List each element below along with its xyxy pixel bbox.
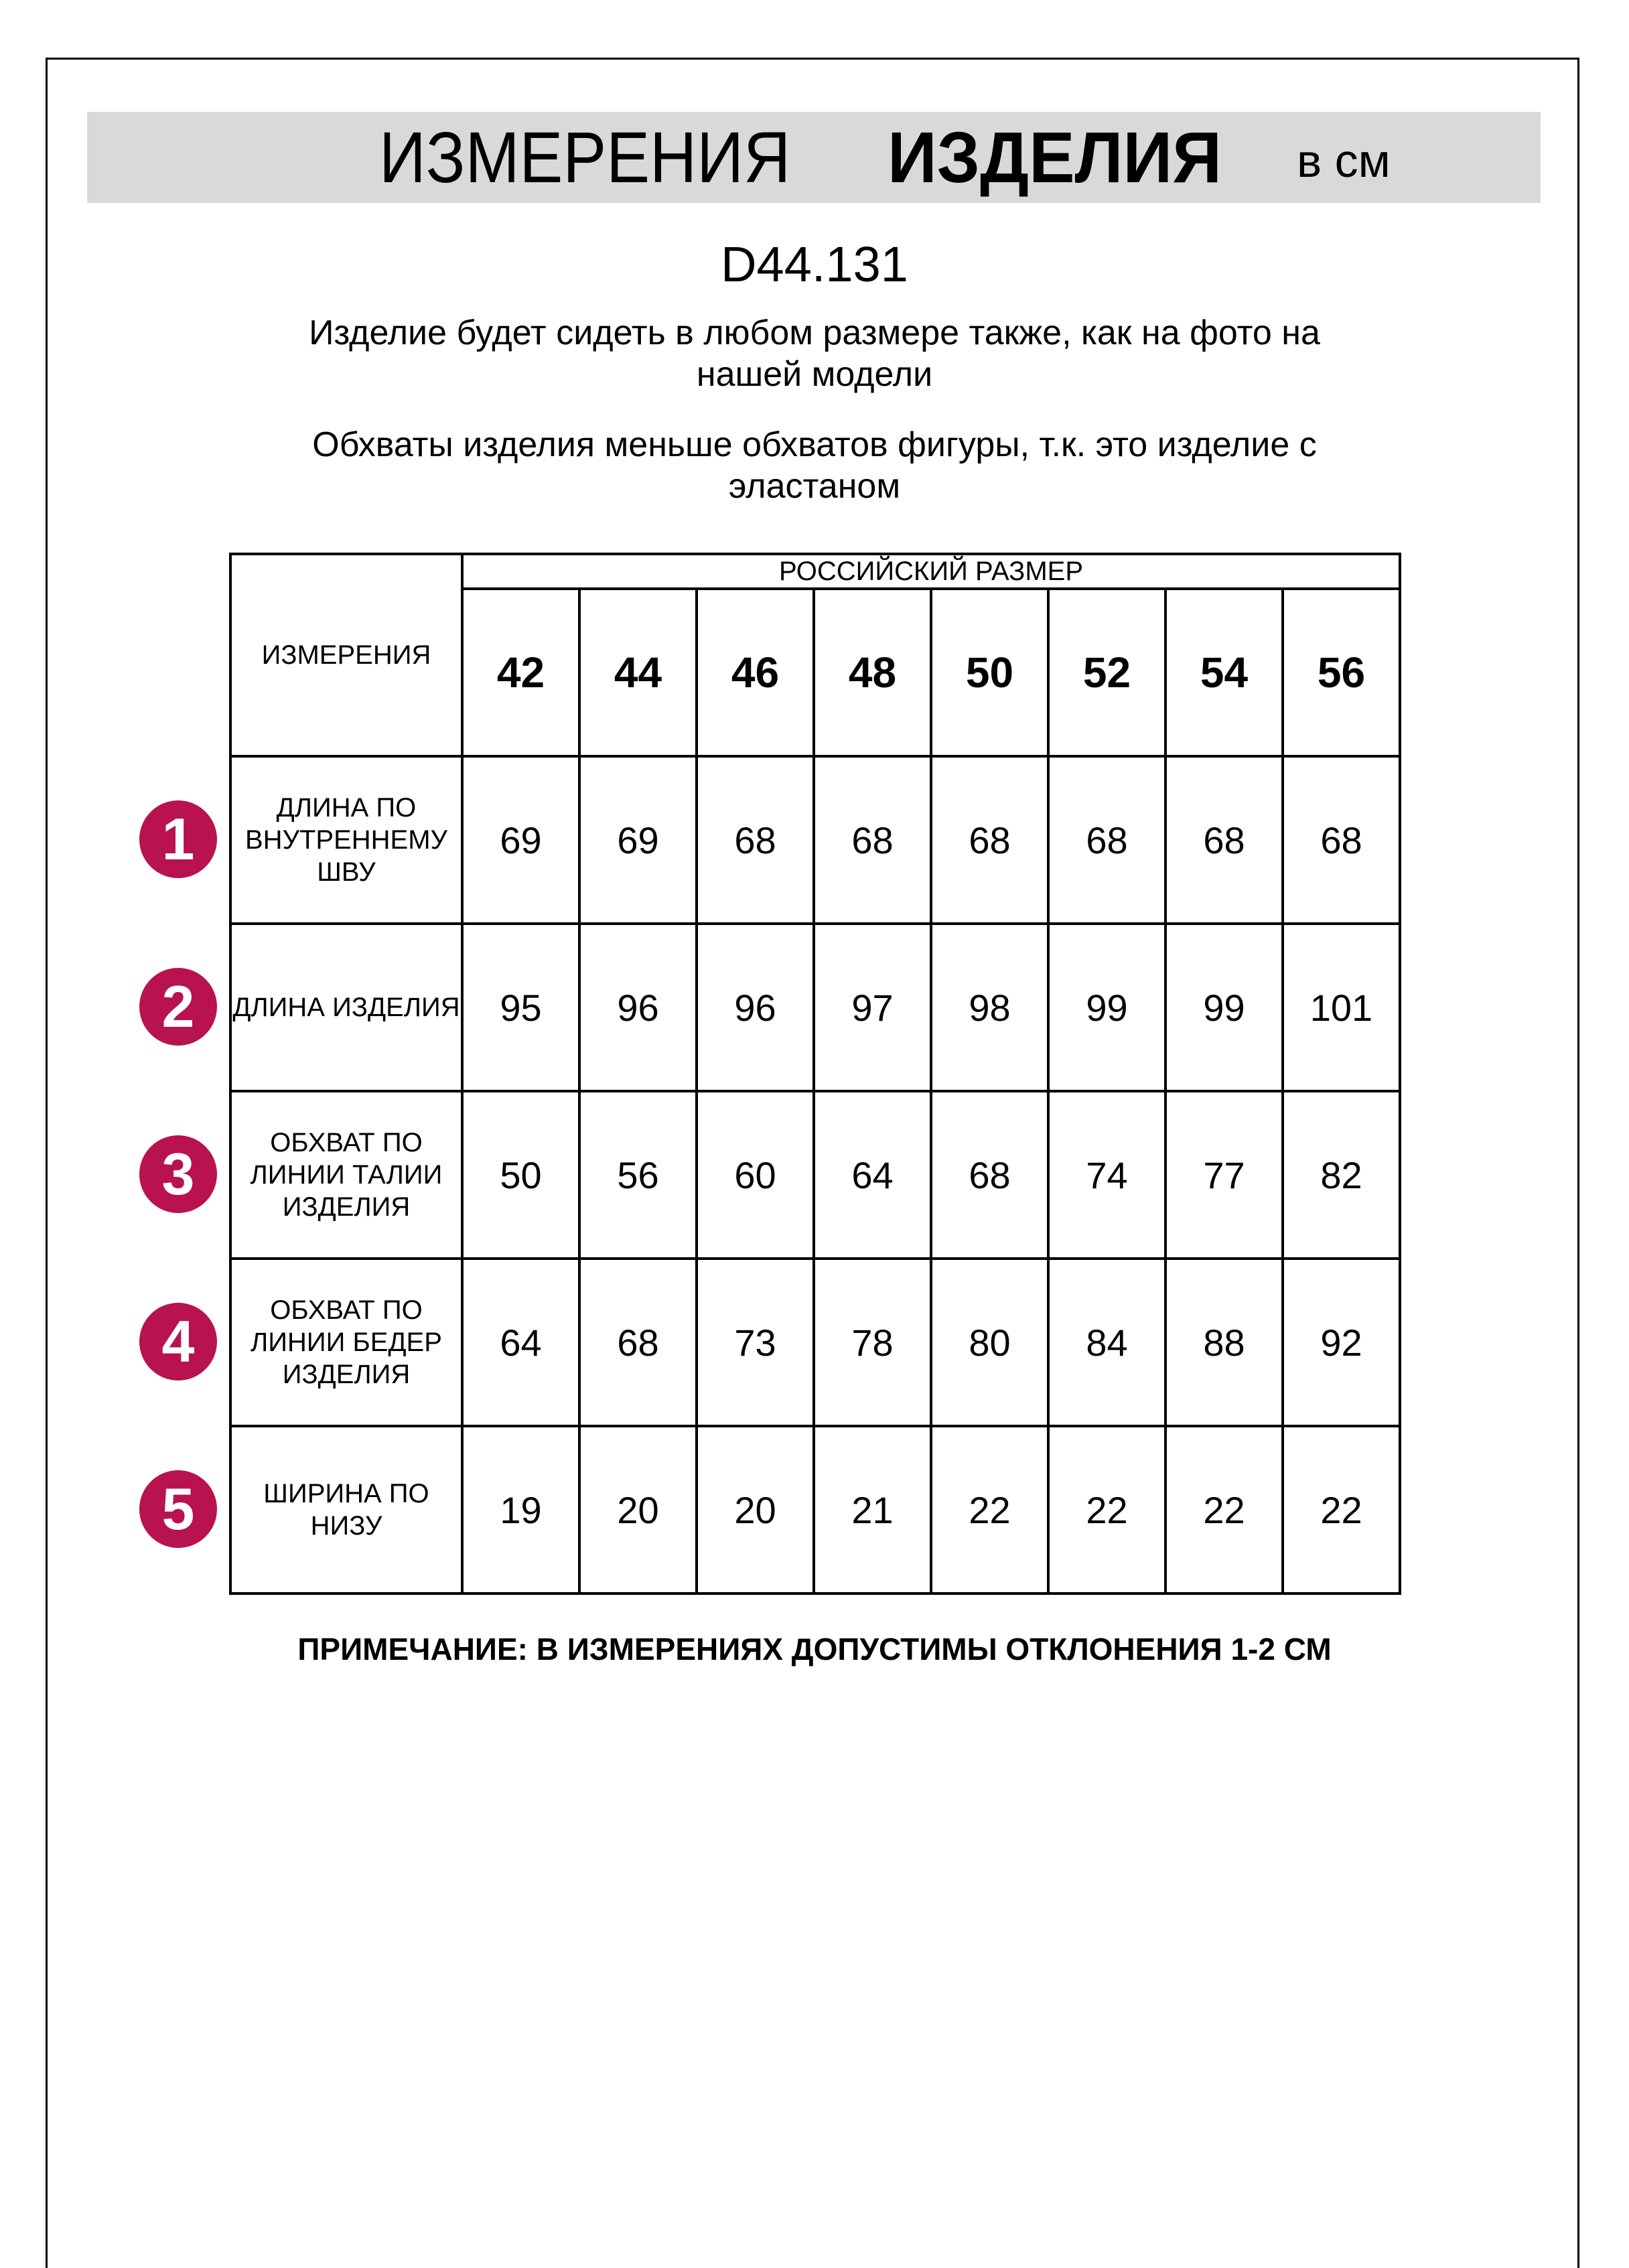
fit-note: Изделие будет сидеть в любом размере так… — [309, 313, 1320, 394]
elastane-note: Обхваты изделия меньше обхватов фигуры, … — [312, 425, 1317, 506]
measurement-value: 99 — [1163, 922, 1284, 1092]
measurement-value: 20 — [695, 1425, 815, 1595]
measurement-value: 60 — [695, 1090, 815, 1260]
measurement-value: 22 — [1281, 1425, 1402, 1595]
measurement-label: ДЛИНА ИЗДЕЛИЯ — [229, 922, 464, 1092]
table-row: ШИРИНА ПО НИЗУ 19 20 20 21 22 22 22 22 — [229, 1425, 1402, 1595]
size-header: 44 — [577, 587, 698, 758]
measurement-value: 19 — [460, 1425, 581, 1595]
corner-label: ИЗМЕРЕНИЯ — [229, 553, 464, 758]
measurement-value: 56 — [577, 1090, 698, 1260]
measurement-label: ОБХВАТ ПО ЛИНИИ БЕДЕР ИЗДЕЛИЯ — [229, 1257, 464, 1427]
product-code: D44.131 — [721, 236, 908, 292]
measurement-value: 22 — [929, 1425, 1050, 1595]
title-band — [87, 112, 1541, 203]
measurement-value: 68 — [929, 755, 1050, 925]
measurement-value: 68 — [1046, 755, 1167, 925]
measurement-value: 50 — [460, 1090, 581, 1260]
measurement-value: 69 — [460, 755, 581, 925]
measurement-value: 69 — [577, 755, 698, 925]
size-group-label: РОССИЙСКИЙ РАЗМЕР — [460, 553, 1402, 590]
size-header: 42 — [460, 587, 581, 758]
header-row-sizes: 42 44 46 48 50 52 54 56 — [230, 587, 1402, 758]
measurement-value: 68 — [1281, 755, 1402, 925]
table-row: ОБХВАТ ПО ЛИНИИ БЕДЕР ИЗДЕЛИЯ 64 68 73 78 80 8… — [229, 1257, 1402, 1427]
measurement-value: 78 — [812, 1257, 932, 1427]
size-header: 50 — [929, 587, 1050, 758]
measurement-value: 96 — [695, 922, 815, 1092]
measurement-value: 22 — [1163, 1425, 1284, 1595]
measurement-label: ОБХВАТ ПО ЛИНИИ ТАЛИИ ИЗДЕЛИЯ — [229, 1090, 464, 1260]
measurement-value: 20 — [577, 1425, 698, 1595]
measurement-value: 92 — [1281, 1257, 1402, 1427]
title-unit: в см — [1297, 135, 1391, 187]
table-row: ОБХВАТ ПО ЛИНИИ ТАЛИИ ИЗДЕЛИЯ 50 56 60 64 68 7… — [229, 1090, 1402, 1260]
measurement-value: 82 — [1281, 1090, 1402, 1260]
measurement-value: 68 — [695, 755, 815, 925]
table-row: ДЛИНА ИЗДЕЛИЯ 95 96 96 97 98 99 99 101 — [229, 922, 1402, 1092]
measurement-value: 101 — [1281, 922, 1402, 1092]
size-header: 52 — [1046, 587, 1167, 758]
measurement-value: 68 — [929, 1090, 1050, 1260]
table-row: ДЛИНА ПО ВНУТРЕННЕМУ ШВУ 69 69 68 68 68 68 68 68 — [229, 755, 1402, 925]
measurement-label: ДЛИНА ПО ВНУТРЕННЕМУ ШВУ — [229, 755, 464, 925]
size-header: 46 — [695, 587, 815, 758]
row-number-badge: 2 — [139, 968, 217, 1046]
measurement-value: 77 — [1163, 1090, 1284, 1260]
size-header: 56 — [1281, 587, 1402, 758]
measurement-value: 64 — [460, 1257, 581, 1427]
measurement-value: 73 — [695, 1257, 815, 1427]
tolerance-note: ПРИМЕЧАНИЕ: В ИЗМЕРЕНИЯХ ДОПУСТИМЫ ОТКЛО… — [297, 1632, 1332, 1667]
size-header: 54 — [1163, 587, 1284, 758]
measurement-value: 68 — [577, 1257, 698, 1427]
measurement-value: 95 — [460, 922, 581, 1092]
header-row-group: ИЗМЕРЕНИЯ РОССИЙСКИЙ РАЗМЕР — [229, 553, 1402, 758]
measurement-value: 80 — [929, 1257, 1050, 1427]
measurement-value: 96 — [577, 922, 698, 1092]
title-bold: ИЗДЕЛИЯ — [888, 117, 1222, 198]
row-number-badge: 4 — [139, 1303, 217, 1380]
row-number-badge: 3 — [139, 1135, 217, 1213]
measurement-value: 68 — [812, 755, 932, 925]
measurement-value: 99 — [1046, 922, 1167, 1092]
size-table: ИЗМЕРЕНИЯ РОССИЙСКИЙ РАЗМЕР 42 44 46 48 50 52… — [229, 553, 1402, 1595]
measurement-value: 97 — [812, 922, 932, 1092]
measurement-value: 88 — [1163, 1257, 1284, 1427]
measurement-value: 68 — [1163, 755, 1284, 925]
measurement-value: 74 — [1046, 1090, 1167, 1260]
measurement-value: 64 — [812, 1090, 932, 1260]
title-regular: ИЗМЕРЕНИЯ — [379, 117, 791, 198]
measurement-value: 21 — [812, 1425, 932, 1595]
measurement-value: 98 — [929, 922, 1050, 1092]
measurement-value: 84 — [1046, 1257, 1167, 1427]
measurement-value: 22 — [1046, 1425, 1167, 1595]
size-header: 48 — [812, 587, 932, 758]
row-number-badge: 1 — [139, 800, 217, 878]
measurement-label: ШИРИНА ПО НИЗУ — [229, 1425, 464, 1595]
row-number-badge: 5 — [139, 1470, 217, 1548]
page-frame — [46, 58, 1579, 2268]
